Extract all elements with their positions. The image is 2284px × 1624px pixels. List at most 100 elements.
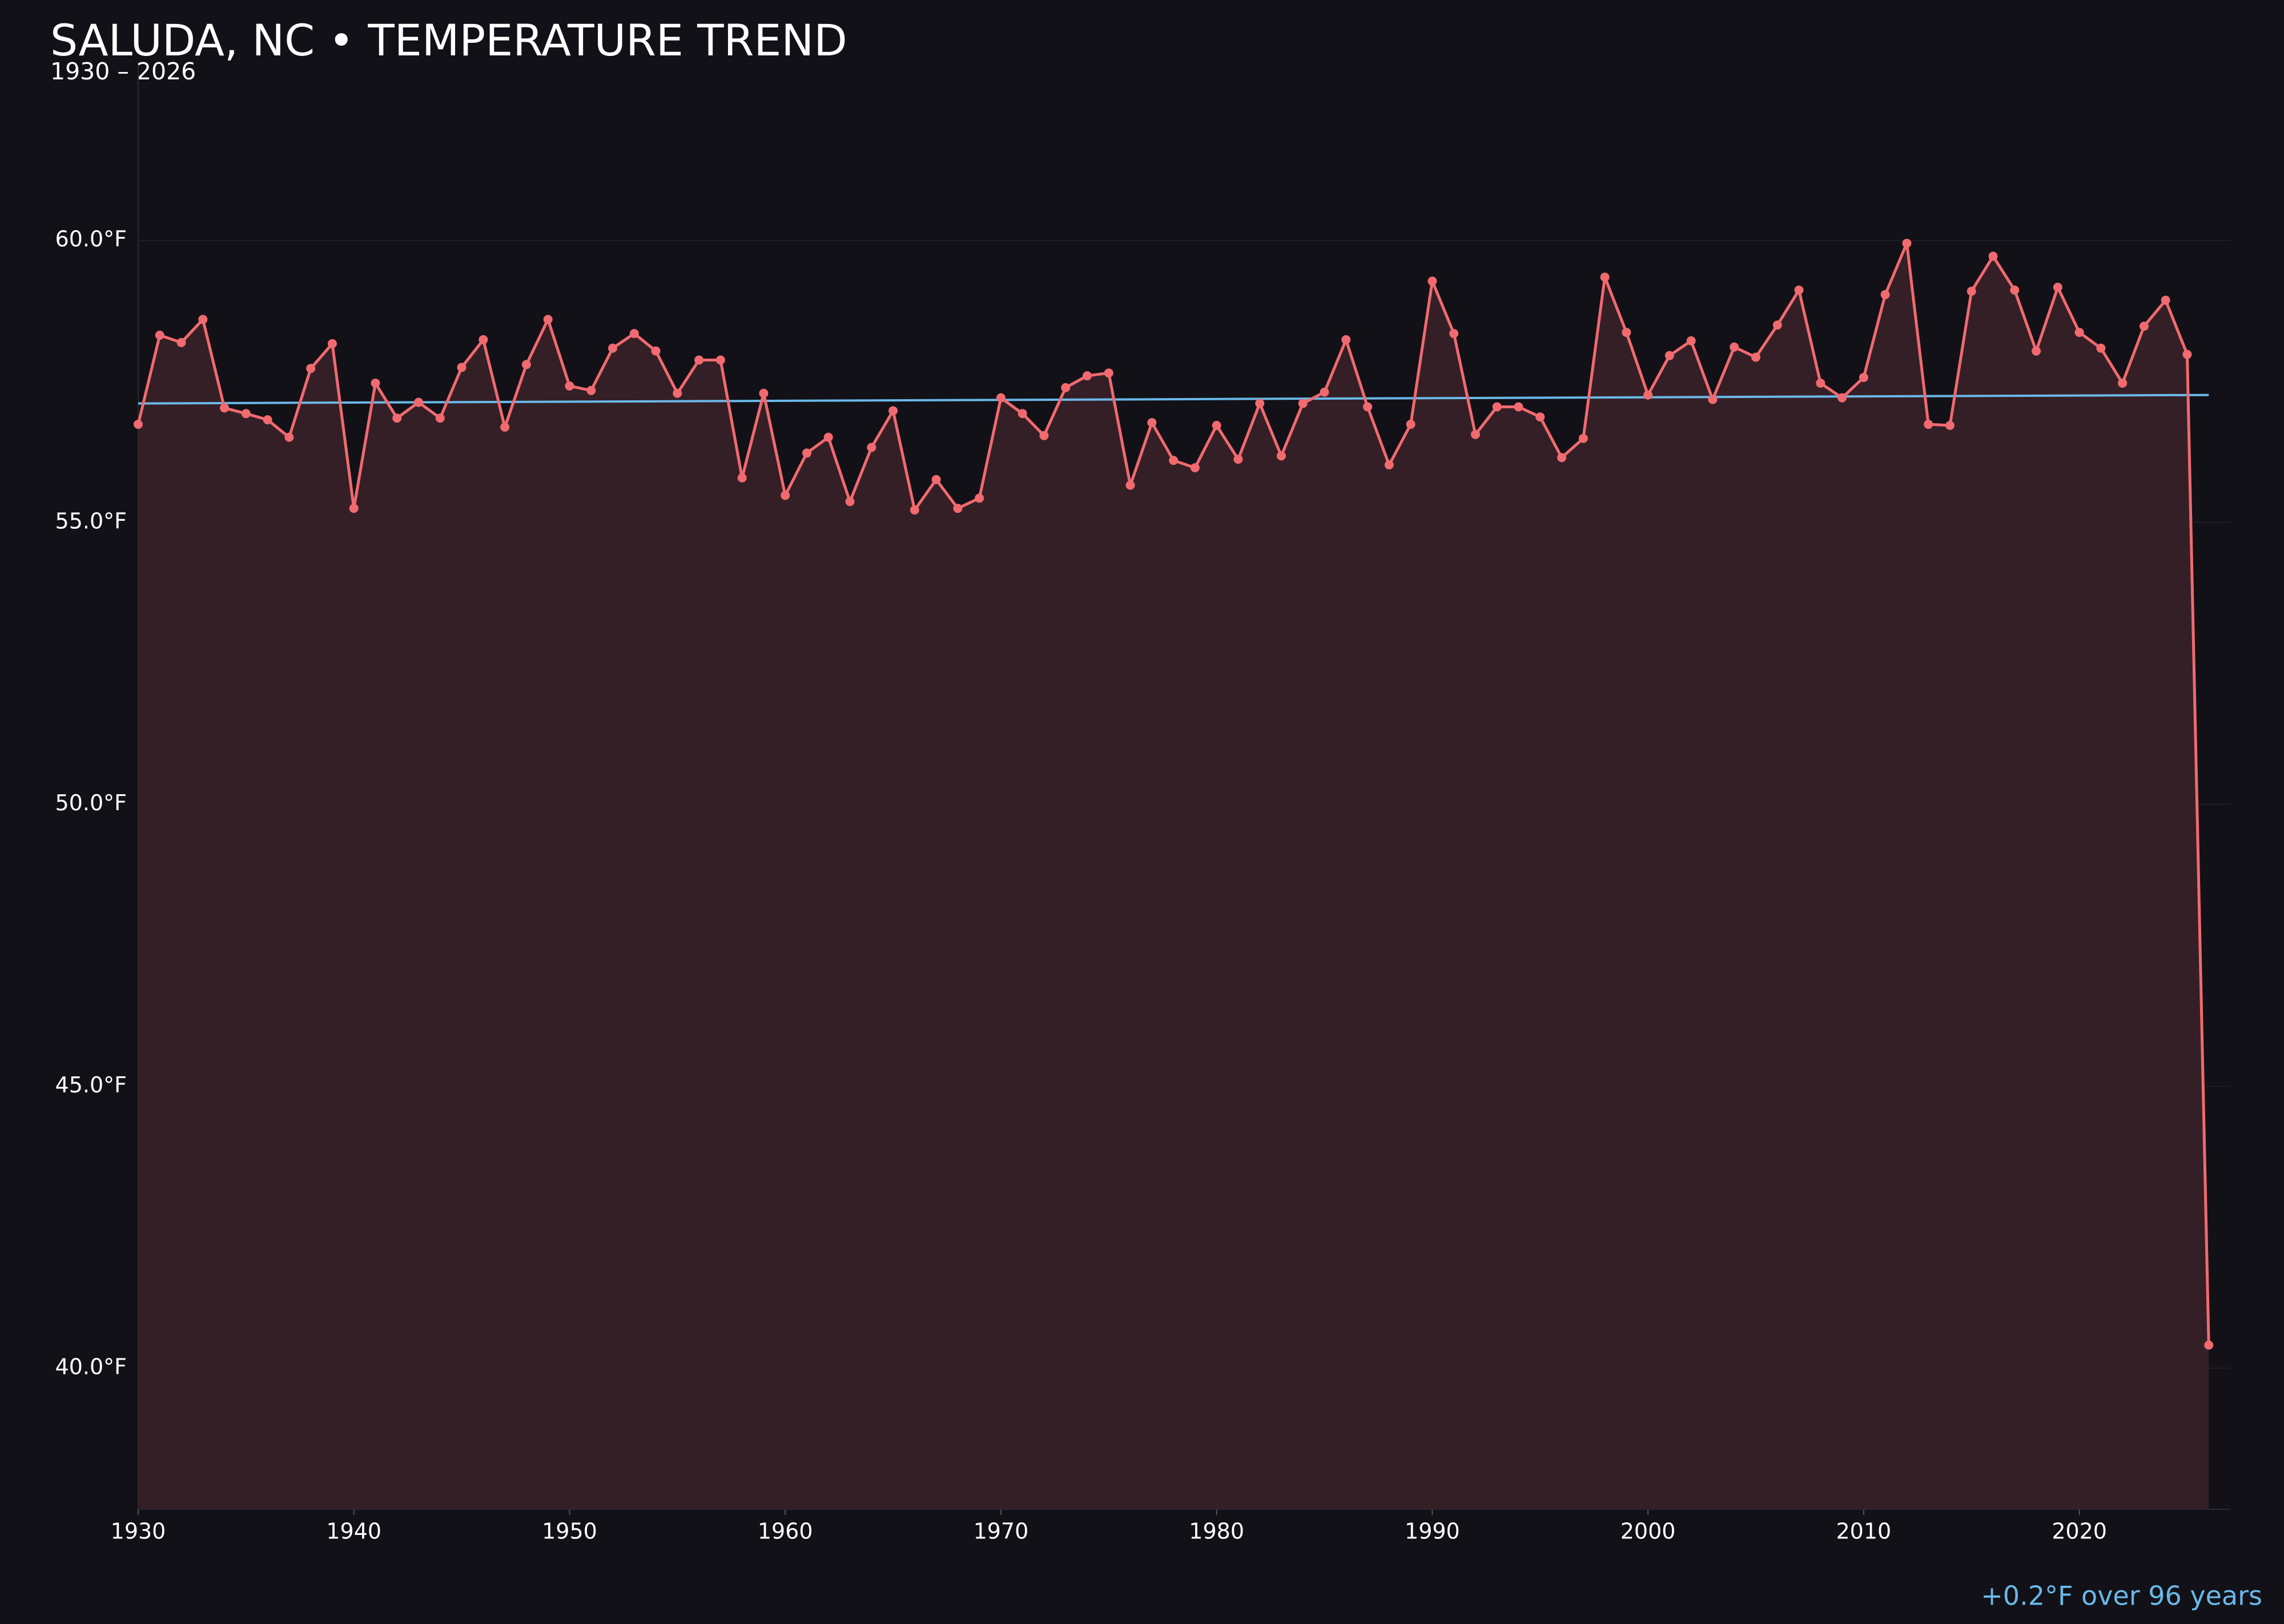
point	[1686, 336, 1696, 345]
point	[975, 493, 984, 503]
x-tick-label: 1960	[758, 1519, 813, 1544]
chart-title: SALUDA, NC • TEMPERATURE TREND	[50, 15, 847, 66]
x-tick-label: 1930	[111, 1519, 166, 1544]
point	[2161, 295, 2170, 305]
point	[1320, 387, 1329, 397]
chart-subtitle: 1930 – 2026	[50, 58, 196, 85]
y-tick-label: 40.0°F	[55, 1354, 127, 1380]
point	[910, 505, 919, 515]
point	[2139, 321, 2149, 331]
point	[1276, 451, 1286, 461]
point	[715, 355, 725, 365]
point	[1363, 402, 1373, 412]
point	[996, 393, 1006, 403]
point	[1018, 409, 1027, 419]
point	[435, 413, 445, 423]
point	[1212, 421, 1221, 431]
point	[2074, 328, 2084, 337]
point	[694, 355, 704, 365]
point	[306, 364, 316, 373]
point	[565, 381, 574, 391]
point	[1578, 433, 1588, 443]
point	[759, 388, 769, 398]
y-tick-label: 55.0°F	[55, 508, 127, 533]
point	[371, 378, 380, 388]
point	[1492, 402, 1502, 412]
point	[327, 339, 337, 348]
point	[608, 343, 618, 353]
annotation: +0.2°F over 96 years	[1981, 1581, 2262, 1611]
point	[457, 363, 467, 372]
area	[138, 243, 2209, 1509]
point	[1061, 383, 1071, 392]
point	[220, 403, 230, 413]
point	[1708, 395, 1718, 404]
point	[1104, 368, 1113, 378]
point	[1255, 399, 1265, 408]
point	[284, 432, 294, 442]
point	[737, 473, 747, 483]
point	[1622, 328, 1631, 337]
point	[521, 360, 531, 369]
point	[1083, 371, 1092, 381]
point	[1125, 480, 1135, 490]
point	[845, 497, 855, 507]
point	[1730, 342, 1739, 352]
point	[1859, 373, 1868, 383]
point	[586, 385, 596, 395]
point	[2118, 378, 2128, 388]
point	[2096, 343, 2106, 353]
point	[1988, 251, 1998, 261]
point	[349, 504, 359, 513]
point	[263, 415, 272, 425]
point	[629, 329, 639, 339]
point	[931, 475, 941, 484]
point	[1427, 276, 1437, 286]
point	[1535, 412, 1545, 422]
point	[888, 406, 898, 416]
point	[867, 443, 876, 452]
point	[1341, 335, 1351, 344]
point	[1945, 421, 1955, 431]
point	[1880, 290, 1890, 299]
point	[1470, 429, 1480, 439]
trend-line	[138, 393, 2209, 405]
x-tick-label: 2000	[1620, 1519, 1676, 1544]
x-tick-label: 1940	[326, 1519, 381, 1544]
point	[1233, 455, 1243, 464]
point	[1751, 352, 1760, 362]
point	[1600, 272, 1610, 282]
point	[1169, 456, 1179, 465]
y-tick-label: 45.0°F	[55, 1072, 127, 1098]
point	[1664, 351, 1674, 360]
point	[1190, 463, 1200, 473]
point	[2032, 346, 2041, 356]
point	[543, 315, 553, 324]
point	[1406, 420, 1416, 429]
x-tick-label: 1980	[1189, 1519, 1244, 1544]
point	[1816, 378, 1825, 388]
point	[176, 337, 186, 347]
point	[1902, 239, 1912, 248]
point	[2182, 349, 2192, 359]
point	[155, 331, 164, 340]
point	[241, 409, 251, 419]
y-tick-label: 60.0°F	[55, 227, 127, 252]
point	[673, 388, 682, 398]
x-tick-label: 1970	[974, 1519, 1029, 1544]
point	[1449, 329, 1459, 339]
point	[1557, 453, 1567, 463]
point	[1384, 460, 1394, 470]
point	[1837, 393, 1847, 403]
point	[414, 397, 424, 407]
point	[2204, 1340, 2214, 1350]
point	[134, 420, 143, 429]
point	[2010, 286, 2020, 295]
point	[198, 315, 208, 324]
point	[1924, 420, 1933, 429]
x-tick-label: 2020	[2052, 1519, 2107, 1544]
point	[953, 504, 963, 513]
x-tick-label: 2010	[1836, 1519, 1891, 1544]
x-tick-label: 1990	[1405, 1519, 1460, 1544]
